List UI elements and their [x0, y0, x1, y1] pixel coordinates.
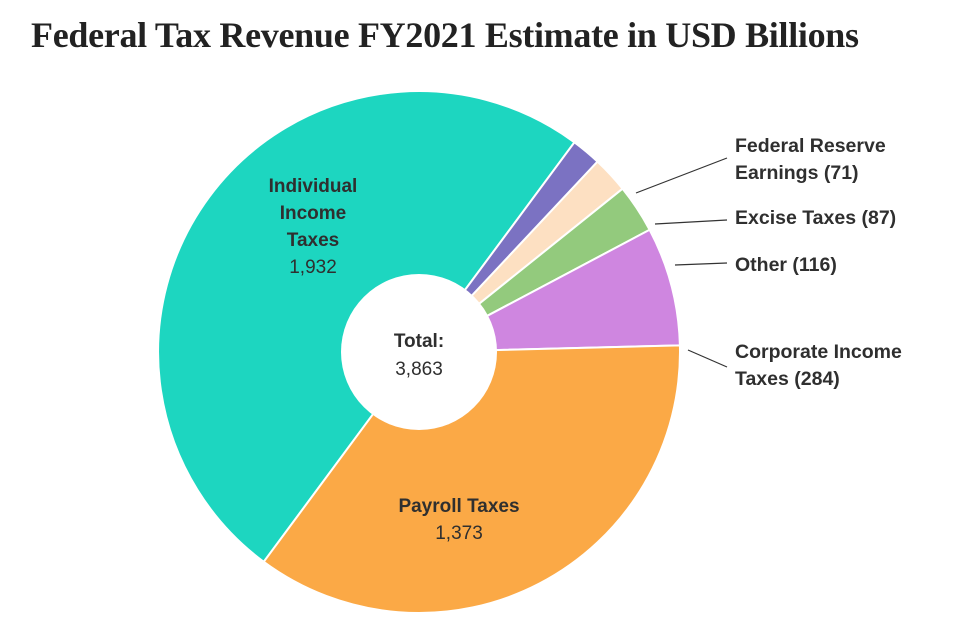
individual-income-taxes-value: 1,932 [289, 257, 337, 278]
corporate-income-taxes-label: Taxes (284) [735, 368, 840, 390]
labels-layer: Total: 3,863 Individual Income Taxes 1,932 Fed… [269, 135, 902, 544]
total-label: Total: [394, 331, 444, 352]
total-value: 3,863 [395, 359, 443, 380]
corporate-income-taxes-leader-line [687, 349, 728, 368]
payroll-taxes-label: Payroll Taxes [398, 496, 519, 517]
federal-reserve-earnings-leader-line [635, 157, 728, 194]
individual-income-taxes-label: Taxes [287, 230, 339, 251]
corporate-income-taxes-label: Corporate Income [735, 341, 902, 363]
individual-income-taxes-label: Individual [269, 176, 358, 197]
federal-reserve-earnings-label: Earnings (71) [735, 162, 859, 184]
excise-taxes-label: Excise Taxes (87) [735, 207, 896, 229]
chart-title: Federal Tax Revenue FY2021 Estimate in U… [31, 15, 859, 55]
individual-income-taxes-label: Income [280, 203, 347, 224]
other-label: Other (116) [735, 254, 837, 276]
excise-taxes-leader-line [654, 219, 728, 225]
payroll-taxes-value: 1,373 [435, 523, 483, 544]
other-leader-line [674, 262, 728, 266]
slice-payroll-taxes [262, 344, 681, 614]
donut-hole [341, 274, 497, 430]
federal-reserve-earnings-label: Federal Reserve [735, 135, 886, 157]
